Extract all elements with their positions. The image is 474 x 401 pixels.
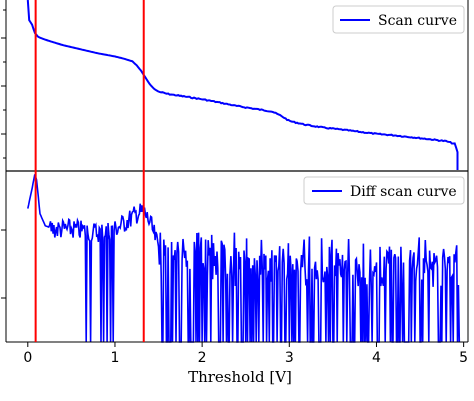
top-legend-frame <box>332 5 465 34</box>
top-panel <box>1 0 469 171</box>
bottom-panel: 0 1 2 3 4 5 Threshold [V] <box>1 171 469 386</box>
top-legend: Scan curve <box>332 5 465 34</box>
bottom-legend-frame <box>303 176 465 205</box>
x-tick-label: 4 <box>372 350 381 366</box>
bottom-legend: Diff scan curve <box>303 176 465 205</box>
x-ticks: 0 1 2 3 4 5 <box>23 342 468 366</box>
x-axis-label: Threshold [V] <box>188 368 292 386</box>
bottom-ytick-marks <box>1 229 6 299</box>
x-tick-label: 0 <box>23 350 32 366</box>
x-tick-label: 1 <box>111 350 120 366</box>
diff-scan-curve-line <box>27 174 461 343</box>
x-tick-label: 3 <box>285 350 294 366</box>
x-tick-label: 5 <box>459 350 468 366</box>
top-plot-area <box>26 0 459 170</box>
top-legend-label: Scan curve <box>378 13 457 29</box>
scan-curve-line <box>26 0 459 170</box>
top-ytick-marks <box>1 9 6 159</box>
x-tick-label: 2 <box>198 350 207 366</box>
bottom-legend-label: Diff scan curve <box>350 184 457 200</box>
bottom-plot-area <box>27 174 461 343</box>
